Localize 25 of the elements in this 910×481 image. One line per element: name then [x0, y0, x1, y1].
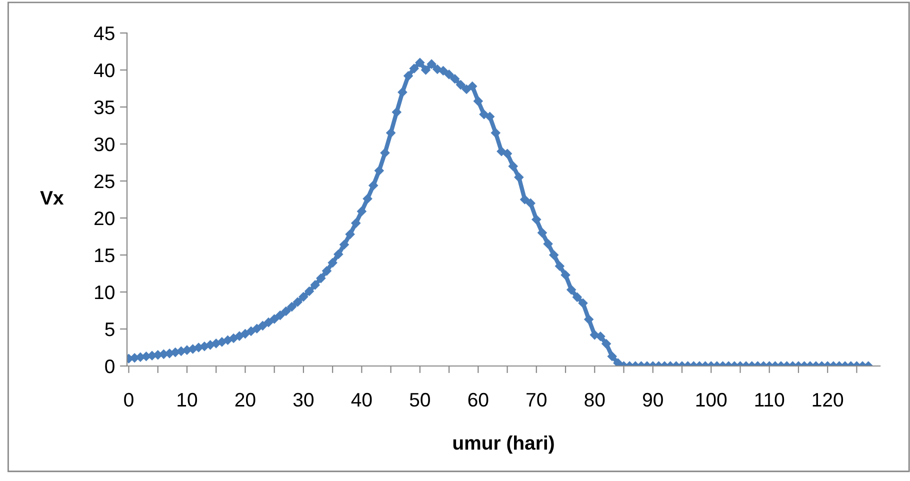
x-tick-label: 50 — [410, 392, 430, 407]
y-tick-label: 45 — [94, 26, 114, 40]
y-tick-label: 15 — [95, 248, 114, 262]
y-tick-label: 5 — [105, 322, 114, 336]
y-tick-label: 30 — [94, 137, 114, 152]
x-tick-label: 40 — [351, 392, 372, 407]
x-tick-label: 0 — [124, 392, 134, 407]
y-tick-label: 10 — [95, 285, 114, 300]
x-tick-label: 100 — [696, 392, 727, 407]
x-tick-label: 90 — [642, 392, 663, 407]
y-tick-label: 40 — [94, 63, 114, 78]
x-tick-label: 60 — [468, 392, 488, 407]
y-tick-label: 20 — [94, 211, 114, 226]
x-tick-label: 80 — [584, 392, 605, 407]
x-tick-label: 70 — [526, 392, 546, 407]
x-tick-label: 10 — [178, 392, 198, 407]
x-tick-label: 30 — [293, 392, 314, 407]
y-tick-label: 35 — [94, 100, 114, 114]
y-axis-title: Vx — [40, 191, 64, 205]
x-tick-label: 110 — [755, 392, 784, 407]
x-axis-title: umur (hari) — [453, 436, 554, 454]
x-tick-label: 120 — [812, 392, 844, 407]
x-tick-label: 20 — [235, 392, 256, 407]
y-tick-label: 0 — [105, 359, 114, 374]
y-tick-label: 25 — [94, 174, 114, 188]
